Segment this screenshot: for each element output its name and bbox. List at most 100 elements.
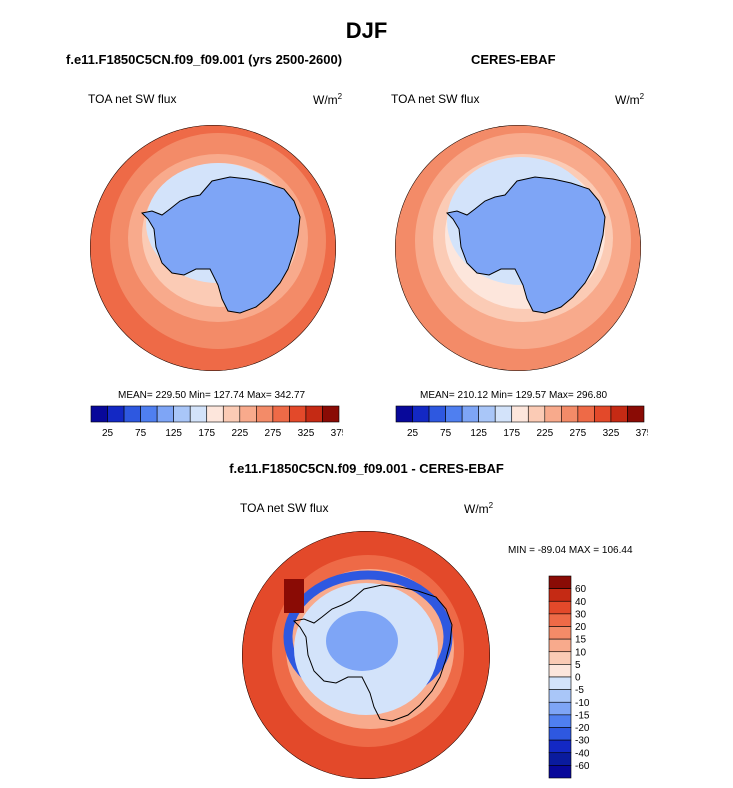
panel-1-colorbar-box [206, 405, 224, 423]
panel-2-variable-label: TOA net SW flux [391, 92, 480, 106]
antarctica-continent [140, 176, 301, 314]
panel-3-colorbar-label: -5 [575, 685, 584, 696]
panel-3-colorbar-label: 5 [575, 660, 581, 671]
panel-3-colorbar-label: -60 [575, 761, 590, 772]
panel-1-colorbar-box [289, 405, 307, 423]
panel-3-colorbar-box [548, 727, 572, 741]
panel-3-colorbar-label: -20 [575, 723, 590, 734]
panel-1-colorbar-box [90, 405, 108, 423]
panel-3-colorbar-box [548, 638, 572, 653]
panel-1-colorbar-label: 375 [331, 428, 343, 439]
panel-3-colorbar-box [548, 714, 572, 728]
panel-3-colorbar-box [548, 588, 572, 602]
panel-1-colorbar-label: 325 [298, 428, 315, 439]
panel-3-colorbar-box [548, 676, 572, 690]
panel-3-colorbar-box [548, 701, 572, 716]
panel-3-colorbar-box [548, 752, 572, 766]
panel-3-map [242, 531, 490, 779]
panel-1-colorbar: 25 75 125 175 225 275 325 375 [90, 405, 343, 439]
panel-1-colorbar-box [322, 405, 340, 423]
panel-2-colorbar-box [412, 405, 430, 423]
panel-3-colorbar-box [548, 651, 572, 665]
panel-1-colorbar-box [305, 405, 323, 423]
panel-3-title: f.e11.F1850C5CN.f09_f09.001 - CERES-EBAF [229, 461, 504, 476]
main-title: DJF [345, 18, 388, 43]
panel-3-colorbar-label: 30 [575, 609, 587, 620]
panel-2-colorbar-label: 325 [603, 428, 620, 439]
panel-1-colorbar-box [272, 405, 290, 423]
panel-2-colorbar-box [461, 405, 479, 423]
panel-2-colorbar-label: 225 [536, 428, 553, 439]
panel-2-colorbar-box [445, 405, 463, 423]
panel-1-colorbar-box [173, 405, 191, 423]
panel-3-units: W/m2 [464, 501, 494, 516]
panel-3-colorbar-label: 40 [575, 597, 587, 608]
panel-3-colorbar-box [548, 600, 572, 615]
panel-2-colorbar-box [395, 405, 413, 423]
panel-1-colorbar-box [189, 405, 208, 423]
panel-1-colorbar-box [239, 405, 257, 423]
panel-1-colorbar-box [256, 405, 274, 423]
panel-2-colorbar: 25 75 125 175 225 275 325 375 [395, 405, 648, 439]
panel-2-colorbar-label: 275 [570, 428, 587, 439]
panel-2-colorbar-box [527, 405, 546, 423]
map-positive-patch [284, 579, 304, 613]
panel-2-colorbar-box [561, 405, 579, 423]
panel-2-title: CERES-EBAF [471, 52, 556, 67]
panel-2-colorbar-box [428, 405, 446, 423]
panel-1-stats: MEAN= 229.50 Min= 127.74 Max= 342.77 [118, 390, 306, 401]
panel-2-colorbar-box [594, 405, 612, 423]
panel-3-colorbar-box [548, 689, 572, 703]
panel-2-units: W/m2 [615, 92, 645, 107]
antarctica-continent [445, 176, 606, 314]
panel-3-colorbar-label: 0 [575, 673, 581, 684]
panel-3-colorbar-box [548, 739, 572, 754]
panel-1-colorbar-label: 25 [102, 428, 114, 439]
panel-2-colorbar-label: 25 [407, 428, 419, 439]
panel-1-colorbar-label: 75 [135, 428, 147, 439]
panel-1-colorbar-label: 125 [165, 428, 182, 439]
panel-1-colorbar-label: 225 [231, 428, 248, 439]
panel-3-colorbar-label: -30 [575, 736, 590, 747]
panel-3-colorbar-label: -40 [575, 748, 590, 759]
panel-1-colorbar-box [156, 405, 174, 423]
panel-3-colorbar-box [548, 575, 572, 589]
panel-1-colorbar-box [107, 405, 125, 423]
panel-1-colorbar-box [123, 405, 141, 423]
panel-3-colorbar-label: 60 [575, 584, 587, 595]
panel-3-colorbar-box [548, 613, 572, 627]
map-interior-negative [326, 611, 398, 671]
panel-1-colorbar-label: 175 [198, 428, 215, 439]
panel-2-colorbar-box [511, 405, 529, 423]
panel-2-colorbar-label: 75 [440, 428, 452, 439]
panel-2-colorbar-box [478, 405, 496, 423]
panel-2-colorbar-box [610, 405, 628, 423]
panel-3-colorbar-box [548, 626, 572, 640]
panel-3-colorbar-label: -15 [575, 710, 590, 721]
panel-1-variable-label: TOA net SW flux [88, 92, 177, 106]
panel-2-colorbar-label: 175 [503, 428, 520, 439]
panel-2-colorbar-box [544, 405, 562, 423]
panel-2-colorbar-label: 125 [470, 428, 487, 439]
panel-2-colorbar-box [494, 405, 513, 423]
panel-2-stats: MEAN= 210.12 Min= 129.57 Max= 296.80 [420, 390, 608, 401]
panel-2-colorbar-label: 375 [636, 428, 648, 439]
panel-3-colorbar-label: 20 [575, 622, 587, 633]
panel-1-title: f.e11.F1850C5CN.f09_f09.001 (yrs 2500-26… [66, 52, 343, 67]
antarctica-coastline [292, 584, 453, 722]
panel-2-map [395, 125, 641, 371]
panel-2-colorbar-box [577, 405, 595, 423]
panel-3-stats: MIN = -89.04 MAX = 106.44 [508, 545, 633, 556]
panel-3-colorbar-label: 10 [575, 647, 587, 658]
panel-1-units: W/m2 [313, 92, 343, 107]
panel-3-colorbar-label: -10 [575, 698, 590, 709]
panel-3-colorbar-box [548, 765, 572, 779]
panel-1-map [90, 125, 336, 371]
panel-3-variable-label: TOA net SW flux [240, 501, 329, 515]
panel-3-colorbar-box [548, 664, 572, 678]
panel-1-colorbar-label: 275 [265, 428, 282, 439]
panel-1-colorbar-box [140, 405, 158, 423]
panel-1-colorbar-box [222, 405, 241, 423]
panel-2-colorbar-box [627, 405, 645, 423]
